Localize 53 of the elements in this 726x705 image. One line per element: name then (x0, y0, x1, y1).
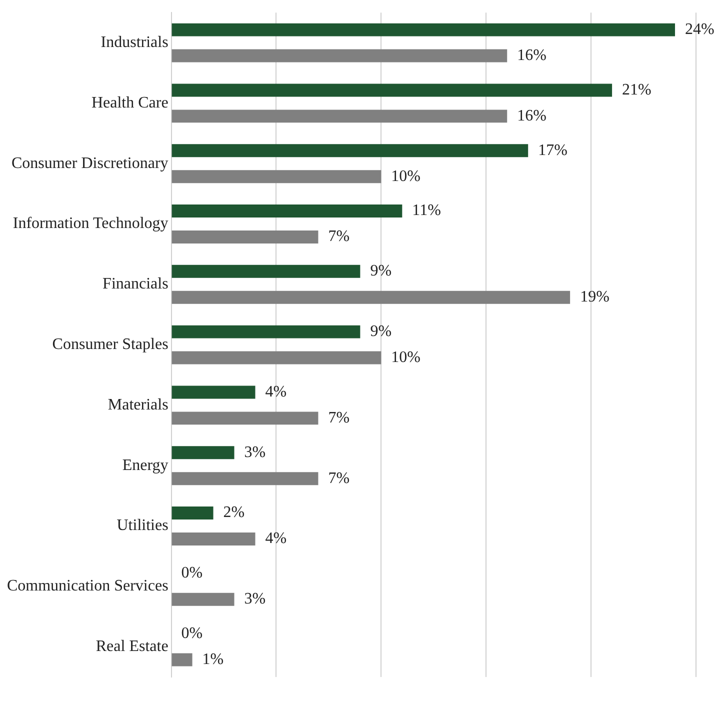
data-label: 19% (580, 288, 610, 306)
bar (172, 472, 318, 486)
y-tick-label: Information Technology (12, 215, 168, 232)
bar (172, 506, 214, 520)
data-label: 3% (244, 590, 266, 608)
data-label: 3% (244, 444, 266, 461)
y-tick-label: Utilities (116, 517, 168, 534)
data-label: 21% (622, 81, 652, 98)
data-label: 10% (391, 168, 421, 185)
data-label: 9% (370, 323, 392, 340)
bar (172, 532, 256, 546)
y-tick-label: Health Care (91, 94, 168, 112)
bar (172, 84, 612, 97)
data-label: 16% (517, 107, 546, 124)
data-label: 2% (223, 504, 245, 522)
y-tick-label: Real Estate (96, 638, 168, 656)
bar (172, 592, 234, 606)
bar (172, 325, 360, 338)
bar (172, 110, 508, 123)
y-tick-label: Energy (122, 456, 168, 474)
y-tick-label: Materials (108, 396, 168, 414)
bar (172, 351, 382, 364)
data-label: 0% (181, 625, 203, 642)
data-label: 16% (517, 46, 546, 64)
y-tick-label: Communication Services (6, 578, 168, 595)
data-label: 17% (538, 142, 568, 159)
bar (172, 170, 382, 184)
data-label: 4% (265, 530, 287, 548)
y-tick-label: Consumer Staples (52, 336, 168, 354)
y-tick-label: Industrials (100, 34, 168, 52)
bar (172, 386, 256, 399)
data-label: 7% (328, 409, 350, 426)
data-label: 7% (328, 228, 350, 246)
bar (172, 412, 318, 425)
data-label: 4% (265, 383, 287, 400)
data-label: 0% (181, 564, 203, 582)
data-label: 9% (370, 262, 392, 280)
bar (172, 144, 528, 158)
data-label: 10% (391, 348, 421, 366)
bar (172, 446, 234, 460)
data-label: 1% (202, 650, 224, 668)
data-label: 11% (412, 202, 441, 220)
bar (172, 49, 508, 62)
data-label: 7% (328, 470, 350, 487)
bar (172, 264, 360, 278)
y-tick-label: Consumer Discretionary (11, 154, 168, 172)
y-tick-label: Financials (102, 276, 168, 293)
bar (172, 230, 318, 244)
bar (172, 653, 192, 666)
data-label: 24% (685, 21, 714, 38)
bar (172, 23, 676, 36)
bar (172, 204, 402, 218)
bar (172, 290, 570, 304)
